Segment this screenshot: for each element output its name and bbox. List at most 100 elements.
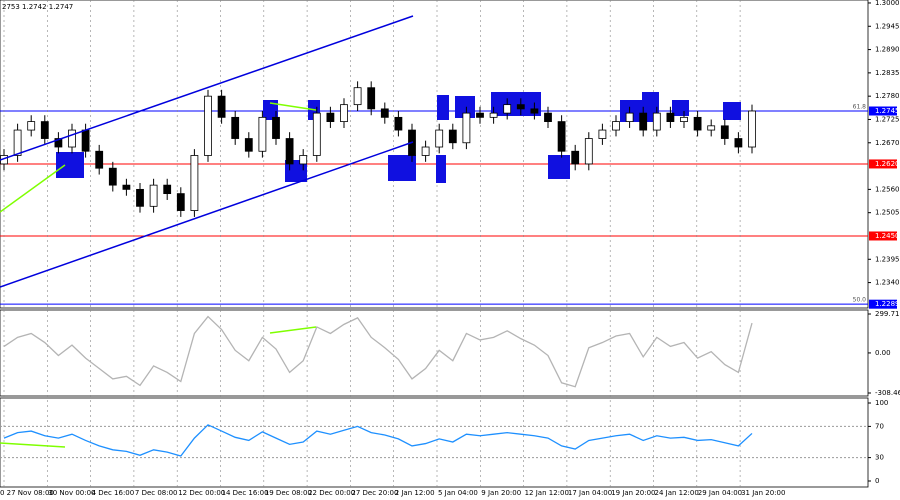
candle-body	[380, 108, 389, 118]
candle-body	[612, 121, 620, 131]
candle-body	[108, 167, 117, 186]
level-tag	[869, 231, 897, 241]
candle-body	[571, 150, 580, 165]
candle-body	[584, 138, 593, 165]
candle-body	[81, 129, 90, 152]
candle-body	[476, 112, 484, 118]
candle-body	[652, 112, 661, 131]
candle-body	[720, 125, 729, 139]
divergence-line	[269, 102, 317, 111]
candle-body	[734, 138, 743, 148]
x-tick-label: 19 Dec 08:00	[265, 489, 312, 497]
zone-box	[263, 100, 278, 120]
x-tick-label: 31 Jan 20:00	[741, 489, 785, 497]
y-tick-label: 299.7167	[875, 310, 900, 318]
x-tick-label: 30 Nov 00:00	[48, 489, 95, 497]
y-tick-label: 70	[875, 422, 884, 430]
x-tick-label: 12 Jan 12:00	[525, 489, 569, 497]
y-tick-label: 0.00	[875, 349, 891, 357]
divergence-line	[0, 164, 66, 213]
x-tick-label: 14 Dec 16:00	[222, 489, 269, 497]
fib-label: 61.8	[853, 103, 867, 110]
x-tick-label: 4 Dec 16:00	[92, 489, 135, 497]
candle-body	[503, 104, 512, 114]
x-tick-label: 0 27 Nov 08:00	[0, 489, 54, 497]
x-tick-label: 7 Dec 08:00	[135, 489, 178, 497]
header: 2753 1.2742 1.2747	[2, 3, 73, 11]
candle-body	[435, 129, 444, 148]
candle-body	[448, 129, 457, 144]
zone-box	[388, 155, 416, 181]
cci-panel	[0, 309, 869, 397]
x-tick-label: 2 Jan 12:00	[395, 489, 435, 497]
x-tick-label: 19 Jan 20:00	[611, 489, 655, 497]
y-tick-label: 1.2890	[875, 46, 900, 54]
divergence-line	[0, 442, 66, 448]
y-tick-label: 1.2725	[875, 115, 900, 123]
x-tick-label: 24 Jan 12:00	[655, 489, 699, 497]
candle-body	[13, 129, 22, 156]
candle-body	[231, 116, 240, 139]
candle-body	[530, 108, 539, 114]
candle-body	[285, 138, 294, 165]
y-tick-label: 0	[875, 477, 879, 485]
channel-line	[0, 141, 414, 288]
candle-body	[27, 121, 36, 131]
candle-body	[666, 112, 675, 122]
level-tag	[869, 159, 897, 169]
candle-body	[557, 121, 566, 152]
zone-box	[548, 155, 570, 179]
zone-box	[436, 155, 446, 183]
level-label: 1.2450	[875, 232, 900, 240]
candle-body	[394, 116, 403, 131]
candle-body	[639, 112, 648, 131]
candle-body	[748, 110, 756, 148]
candle-body	[54, 138, 63, 148]
candle-body	[258, 116, 267, 152]
zone-box	[455, 96, 475, 118]
y-tick-label: 1.3000	[875, 0, 900, 7]
y-tick-label: 1.2505	[875, 209, 900, 217]
candle-body	[489, 112, 498, 118]
x-tick-label: 17 Jan 04:00	[568, 489, 612, 497]
zone-box	[285, 160, 307, 182]
y-tick-label: 1.2560	[875, 185, 900, 193]
candle-body	[516, 104, 525, 110]
y-tick-label: 1.2835	[875, 69, 900, 77]
zone-box	[56, 152, 84, 178]
drawings	[0, 15, 414, 448]
x-tick-label: 22 Dec 00:00	[308, 489, 355, 497]
candle-body	[190, 155, 199, 211]
level-tag	[869, 106, 897, 116]
y-tick-label: 1.2340	[875, 279, 900, 287]
fib-label: 50.0	[853, 297, 867, 304]
level-label: 1.2620	[875, 160, 900, 168]
y-tick-label: 1.2395	[875, 255, 900, 263]
candle-body	[367, 87, 376, 110]
candle-body	[680, 116, 688, 122]
y-tick-label: 1.2945	[875, 22, 900, 30]
candle-body	[462, 112, 471, 144]
candle-body	[40, 121, 49, 139]
annotations	[56, 92, 741, 183]
rsi-panel	[0, 397, 869, 488]
channel-line	[0, 15, 414, 161]
candle-body	[272, 116, 280, 139]
candle-body	[163, 184, 172, 195]
candle-body	[149, 184, 158, 207]
candle-body	[95, 150, 104, 169]
indicator-line	[3, 424, 753, 457]
candle-body	[244, 138, 253, 152]
y-tick-label: 100	[875, 399, 888, 407]
candle-body	[421, 146, 430, 156]
candle-body	[693, 116, 702, 131]
zone-box	[723, 102, 741, 120]
zone-box	[437, 95, 449, 120]
candle-body	[122, 184, 131, 190]
level-label: 1.2289	[875, 300, 900, 308]
level-label: 1.2745	[875, 107, 900, 115]
y-tick-label: 1.2670	[875, 139, 900, 147]
main-panel	[0, 0, 869, 309]
plot	[0, 81, 756, 457]
